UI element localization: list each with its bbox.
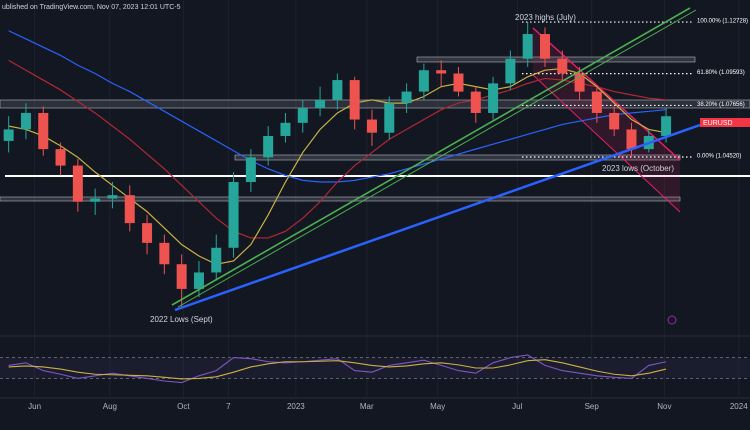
candle-body (3, 129, 14, 141)
candle-body (193, 272, 204, 289)
rsi-line (8, 354, 667, 384)
candle-body (263, 135, 274, 158)
candle-body (20, 112, 31, 130)
channel-line (532, 27, 681, 161)
candle-body (228, 182, 239, 248)
zone (416, 56, 696, 63)
candle-body (124, 195, 135, 224)
zone (0, 99, 750, 109)
candle-body (505, 58, 516, 84)
candle-body (418, 70, 429, 92)
x-tick-label: May (430, 402, 445, 411)
candle-body (401, 91, 412, 104)
candle-body (366, 119, 377, 133)
candle-body (453, 73, 464, 92)
x-tick-label: Jun (28, 402, 41, 411)
rsi-line (8, 359, 667, 380)
candle-body (315, 99, 326, 109)
fib-label: 100.00% (1.12728) (697, 19, 748, 25)
x-tick-label: Jul (512, 402, 522, 411)
candle-body (159, 242, 170, 265)
candle-body (488, 83, 499, 113)
candle-body (38, 112, 49, 150)
trend-line (171, 7, 691, 306)
candle-body (384, 103, 395, 133)
x-tick-label: Aug (103, 402, 117, 411)
x-tick-label: 2024 (730, 402, 748, 411)
symbol-tag-bg (700, 118, 750, 127)
annotation: 2023 highs (July) (515, 13, 576, 22)
candle-body (90, 198, 101, 202)
fib-label: 0.00% (1.04520) (697, 154, 741, 160)
candle-body (176, 264, 187, 289)
candle-body (55, 149, 66, 166)
candle-body (142, 223, 153, 243)
candle-body (470, 91, 481, 113)
zone (0, 196, 681, 202)
x-tick-label: Mar (360, 402, 374, 411)
candle-body (557, 58, 568, 74)
x-tick-label: Oct (177, 402, 190, 411)
candle-body (539, 34, 550, 59)
x-tick-label: Nov (657, 402, 671, 411)
candle-body (522, 34, 533, 59)
candle-body (245, 157, 256, 183)
zone (234, 154, 681, 161)
candle-body (349, 80, 360, 120)
header: ublished on TradingView.com, Nov 07, 202… (2, 4, 181, 11)
x-tick-label: Sep (585, 402, 600, 411)
candle-body (574, 73, 585, 92)
candle-body (72, 165, 83, 202)
symbol-tag: EURUSD (703, 120, 733, 127)
fib-label: 38.20% (1.07656) (697, 102, 745, 108)
candle-body (661, 116, 672, 136)
annotation: 2023 lows (October) (602, 164, 674, 173)
candle-body (591, 91, 602, 113)
icon (667, 315, 677, 325)
x-tick-label: 2023 (287, 402, 305, 411)
candle-body (332, 80, 343, 100)
plot (3, 21, 692, 307)
x-tick-label: 7 (226, 402, 231, 411)
candle-body (211, 247, 222, 273)
trend-line (177, 9, 697, 308)
candle-body (626, 129, 637, 150)
channel-line (532, 74, 681, 213)
fib-label: 61.80% (1.09593) (697, 70, 745, 76)
candle-body (609, 112, 620, 130)
trend-line (174, 123, 701, 312)
moving-average (8, 67, 667, 265)
candle-body (107, 195, 118, 199)
candle-body (436, 70, 447, 74)
annotation: 2022 Lows (Sept) (150, 315, 213, 324)
moving-average (8, 59, 667, 239)
candle-body (297, 108, 308, 123)
candle-body (280, 122, 291, 136)
channel (533, 28, 680, 212)
